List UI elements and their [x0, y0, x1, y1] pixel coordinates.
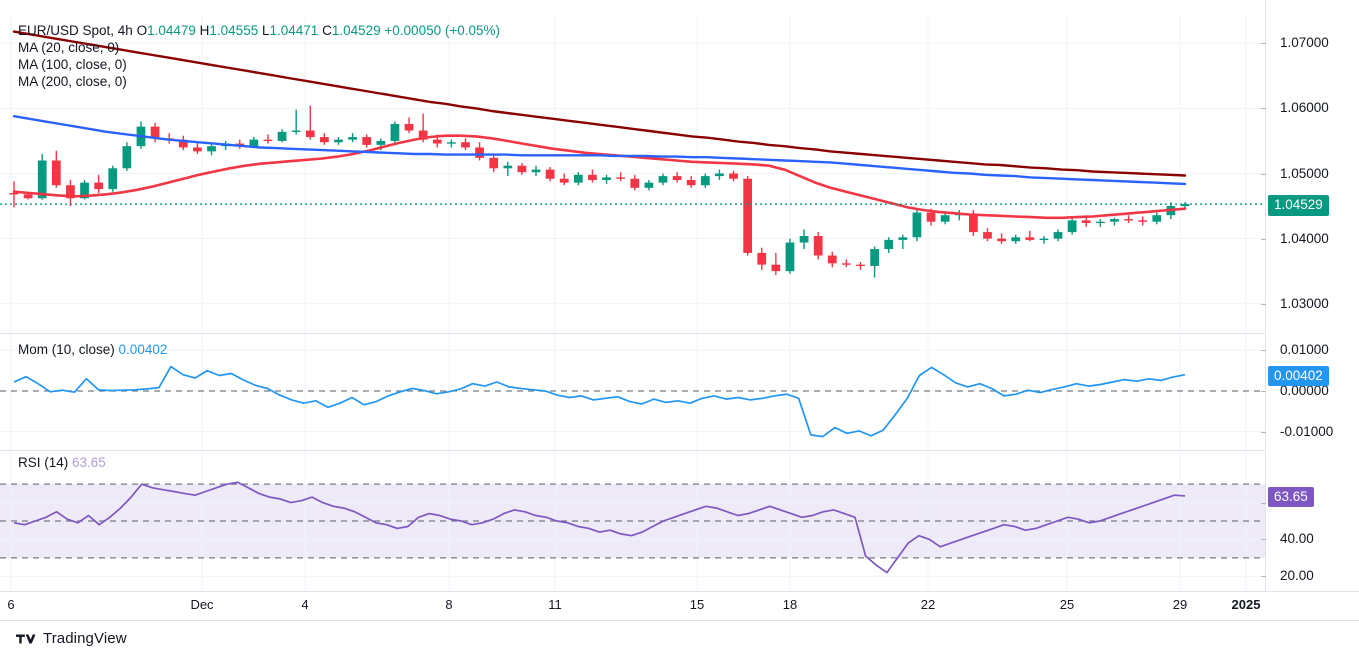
- pane-separator-price-mom: [0, 333, 1359, 334]
- time-axis-label-6: 18: [782, 597, 798, 612]
- time-axis-label-2: 4: [301, 597, 309, 612]
- rsi-axis-label-1-tick: [1261, 539, 1266, 541]
- rsi-axis-label-1: 40.00: [1280, 531, 1314, 547]
- right-price-axis[interactable]: 1.07000 1.06000 1.05000 1.04000 1.03000 1.045…: [1261, 0, 1359, 591]
- time-axis-label-0: 6: [7, 597, 15, 612]
- rsi-canvas: [0, 451, 1265, 591]
- mom-axis-label-0: 0.01000: [1280, 342, 1329, 358]
- tradingview-brand-label: TradingView: [43, 630, 127, 647]
- price-chart-pane[interactable]: [0, 14, 1265, 333]
- time-axis-label-8: 25: [1059, 597, 1075, 612]
- time-axis-label-7: 22: [920, 597, 936, 612]
- time-axis-label-10: 2025: [1231, 597, 1261, 612]
- mom-axis-label-2-tick: [1261, 431, 1266, 433]
- momentum-canvas: [0, 334, 1265, 450]
- time-axis-label-9: 29: [1172, 597, 1188, 612]
- rsi-axis-label-0-tick: [1261, 502, 1266, 504]
- rsi-axis-label-2-tick: [1261, 576, 1266, 578]
- time-axis-label-3: 8: [445, 597, 453, 612]
- price-axis-label-0-tick: [1261, 43, 1266, 45]
- pane-separator-mom-rsi: [0, 450, 1359, 451]
- mom-axis-label-1-tick: [1261, 390, 1266, 392]
- price-axis-label-1-tick: [1261, 108, 1266, 110]
- price-axis-label-3: 1.04000: [1280, 230, 1329, 246]
- time-axis-label-1: Dec: [190, 597, 214, 612]
- time-axis[interactable]: 6 Dec 4 8 11 15 18 22 25 29 2025: [0, 591, 1359, 621]
- rsi-value-badge[interactable]: 63.65: [1268, 486, 1314, 508]
- mom-axis-label-0-tick: [1261, 350, 1266, 352]
- momentum-value-badge[interactable]: 0.00402: [1268, 365, 1329, 387]
- rsi-axis-label-2: 20.00: [1280, 568, 1314, 584]
- current-price-badge[interactable]: 1.04529: [1268, 195, 1329, 216]
- momentum-pane[interactable]: [0, 334, 1265, 450]
- mom-axis-label-2: -0.01000: [1280, 423, 1334, 439]
- price-axis-label-2: 1.05000: [1280, 165, 1329, 181]
- time-axis-label-4: 11: [548, 597, 562, 612]
- price-axis-label-4-tick: [1261, 303, 1266, 305]
- time-axis-label-5: 15: [689, 597, 705, 612]
- price-chart-canvas: [0, 14, 1265, 333]
- rsi-pane[interactable]: [0, 451, 1265, 591]
- mom-axis-label-1: 0.00000: [1280, 382, 1329, 398]
- price-axis-label-4: 1.03000: [1280, 295, 1329, 311]
- tradingview-footer: TradingView: [16, 630, 127, 647]
- tradingview-logo-icon: [16, 634, 36, 643]
- price-axis-label-2-tick: [1261, 173, 1266, 175]
- price-axis-label-3-tick: [1261, 238, 1266, 240]
- price-axis-label-1: 1.06000: [1280, 100, 1329, 116]
- price-axis-label-0: 1.07000: [1280, 35, 1329, 51]
